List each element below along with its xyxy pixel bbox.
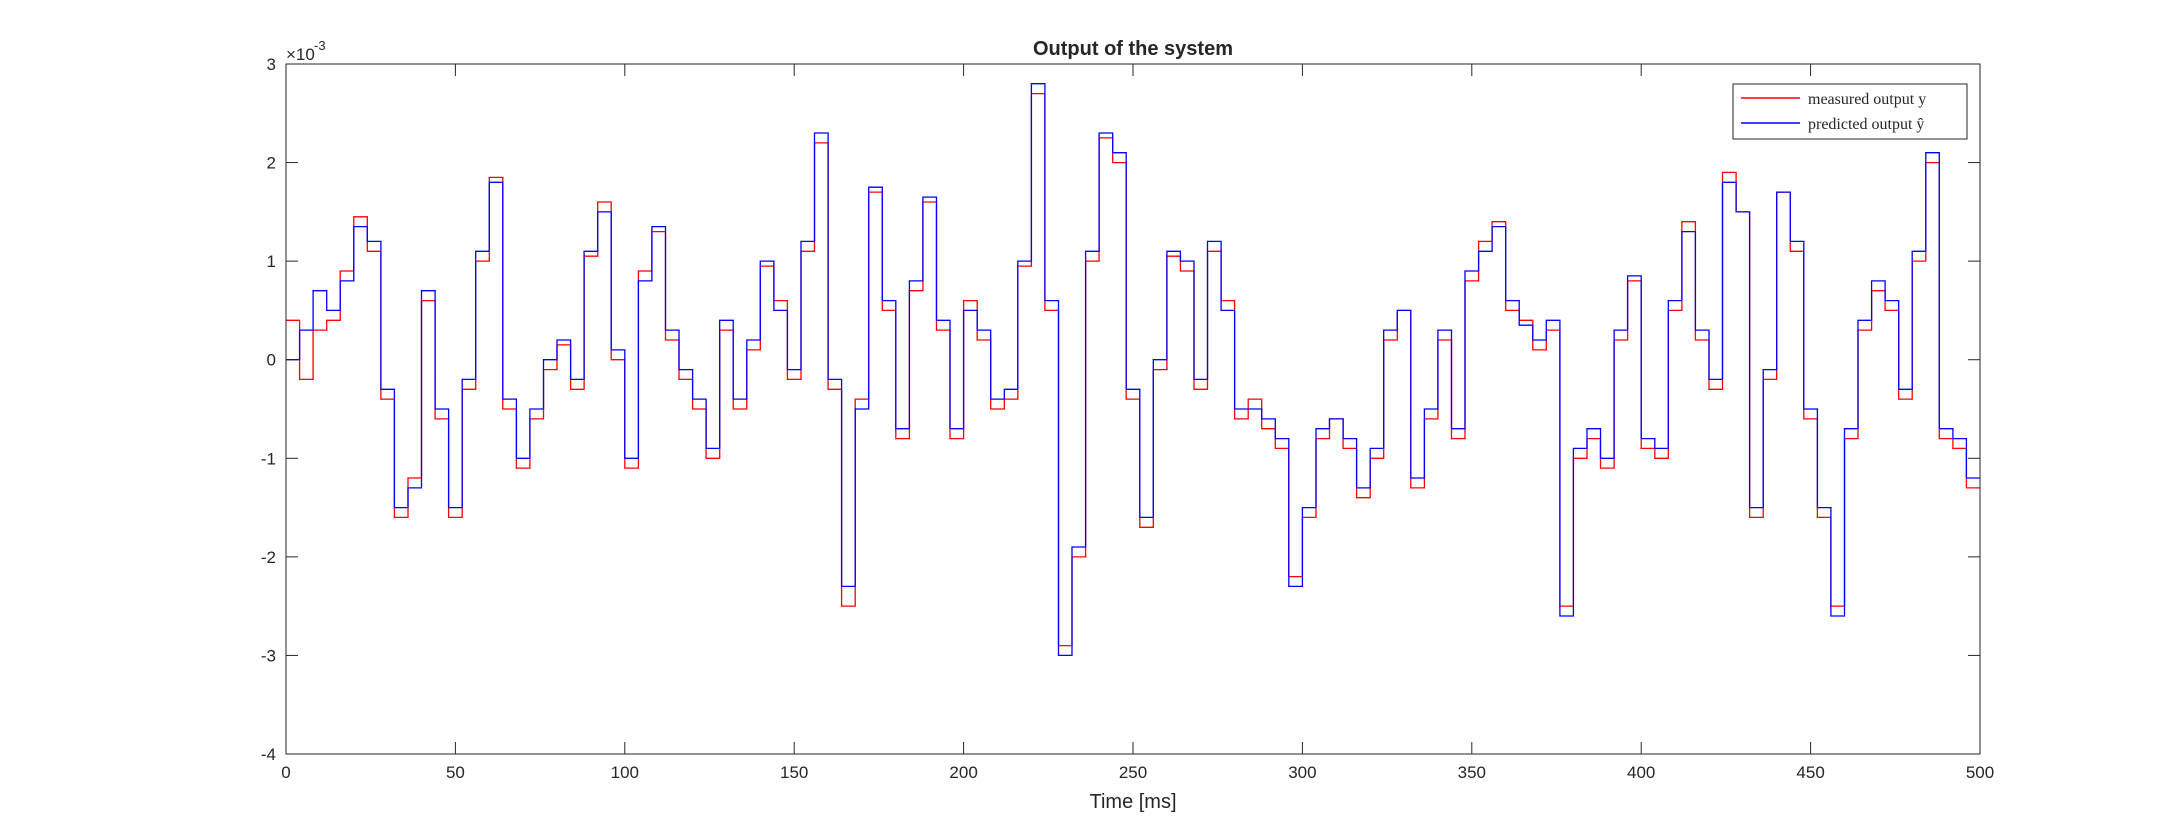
y-tick-label-7: 3 [267,55,276,74]
legend-label-predicted: predicted output ŷ [1808,116,1924,133]
x-tick-label-0: 0 [281,763,290,782]
series-line-predicted [286,83,1980,657]
y-exponent: ×10 -3 [286,38,326,64]
x-tick-label-5: 250 [1119,763,1147,782]
x-tick-label-9: 450 [1796,763,1824,782]
x-tick-label-7: 350 [1458,763,1486,782]
x-tick-label-6: 300 [1288,763,1316,782]
legend-label-measured: measured output y [1808,91,1926,108]
y-tick-label-3: -1 [261,449,276,468]
chart-title: Output of the system [1033,38,1233,60]
y-exponent-power: -3 [314,38,326,53]
x-tick-label-1: 50 [446,763,465,782]
x-tick-label-3: 150 [780,763,808,782]
x-tick-label-4: 200 [949,763,977,782]
y-tick-label-4: 0 [267,351,276,370]
legend-box [1732,83,1968,140]
x-axis-label: Time [ms] [1089,791,1176,813]
x-tick-label-10: 500 [1966,763,1994,782]
plot-area [286,64,1980,754]
y-exponent-base: ×10 [286,45,315,64]
y-tick-label-5: 1 [267,252,276,271]
y-tick-label-2: -2 [261,548,276,567]
x-tick-label-8: 400 [1627,763,1655,782]
y-tick-label-0: -4 [261,745,276,764]
series-layer [286,83,1980,657]
x-tick-label-2: 100 [611,763,639,782]
y-tick-label-1: -3 [261,646,276,665]
plot-frame [285,63,1981,755]
axes-layer: 0 50 100 150 200 250 300 350 400 450 500 -4 -3 -2 -1 0 1… [261,55,1994,782]
legend: measured output y predicted output ŷ [1732,83,1968,140]
y-tick-label-6: 2 [267,154,276,173]
